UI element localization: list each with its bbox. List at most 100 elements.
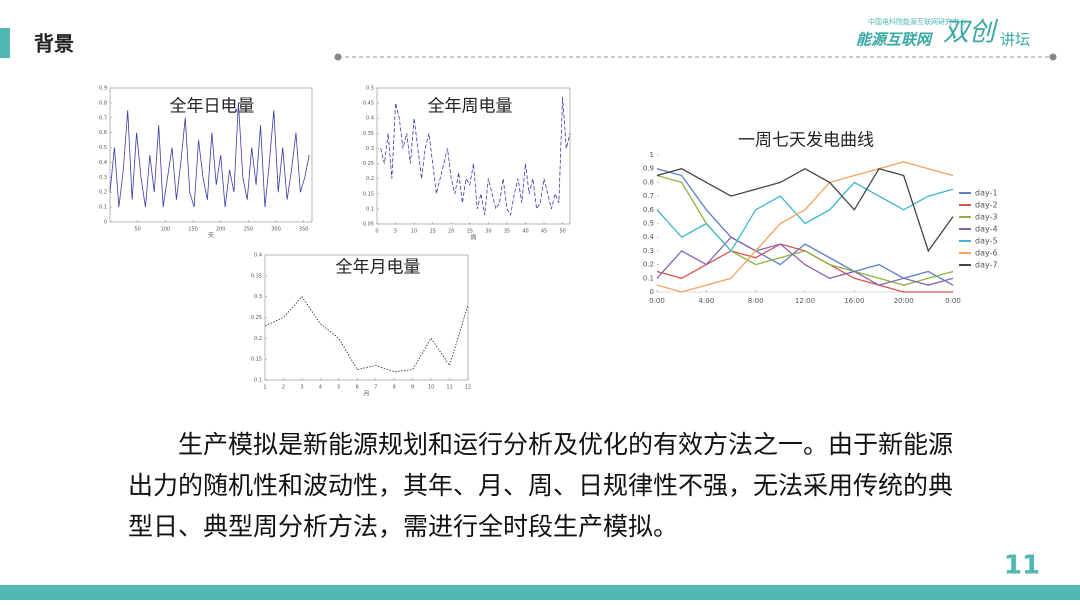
data-line <box>380 97 571 217</box>
y-tick-label: 0.1 <box>99 205 107 211</box>
x-tick-label: 8 <box>393 385 396 391</box>
x-tick-label: 35 <box>504 229 510 235</box>
legend-label: day-4 <box>975 225 998 234</box>
title-bar <box>0 28 10 58</box>
x-tick-label: 10 <box>428 385 434 391</box>
x-tick-label: 5 <box>394 229 397 235</box>
x-tick-label: 4:00 <box>698 297 714 305</box>
legend-label: day-7 <box>975 261 998 270</box>
series-line <box>656 181 954 252</box>
data-line <box>109 102 310 208</box>
series-line <box>656 236 954 286</box>
x-tick-label: 250 <box>244 227 254 233</box>
y-tick-label: 0 <box>104 220 107 226</box>
x-tick-label: 2 <box>282 385 285 391</box>
y-tick-label: 0.2 <box>254 336 262 342</box>
y-tick-label: 0.5 <box>366 86 374 92</box>
x-tick-label: 3 <box>300 385 303 391</box>
x-tick-label: 30 <box>485 229 491 235</box>
x-tick-label: 4 <box>319 385 322 391</box>
y-tick-label: 0.1 <box>254 378 262 384</box>
series-line <box>656 167 954 253</box>
slide-title: 背景 <box>34 32 74 56</box>
logo-big: 双创 <box>943 18 999 48</box>
y-tick-label: 0.9 <box>643 165 654 173</box>
chart-title: 全年日电量 <box>170 97 255 117</box>
y-tick-label: 0.6 <box>99 130 107 136</box>
x-tick-label: 20:00 <box>894 297 914 305</box>
x-tick-label: 25 <box>467 229 473 235</box>
y-tick-label: 0.1 <box>366 206 374 212</box>
y-tick-label: 0.4 <box>366 116 374 122</box>
legend-label: day-2 <box>975 201 998 210</box>
x-tick-label: 11 <box>446 385 452 391</box>
divider-dot <box>334 53 342 61</box>
plot-frame <box>376 87 571 225</box>
y-tick-label: 0.3 <box>643 247 654 255</box>
y-tick-label: 0.7 <box>99 115 107 121</box>
y-tick-label: 0.45 <box>363 101 374 107</box>
body-paragraph: 生产模拟是新能源规划和运行分析及优化的有效方法之一。由于新能源出力的随机性和波动… <box>128 430 954 541</box>
x-tick-label: 100 <box>161 227 171 233</box>
x-tick-label: 16:00 <box>844 297 864 305</box>
y-tick-label: 0.3 <box>254 294 262 300</box>
y-tick-label: 0.25 <box>363 161 374 167</box>
y-tick-label: 0.4 <box>99 160 107 166</box>
page-number: 11 <box>1004 551 1040 581</box>
y-tick-label: 0.05 <box>363 222 374 228</box>
y-tick-label: 0.4 <box>643 233 655 241</box>
x-tick-label: 40 <box>522 229 528 235</box>
legend-label: day-5 <box>975 237 998 246</box>
x-tick-label: 9 <box>411 385 414 391</box>
x-tick-label: 20 <box>448 229 454 235</box>
x-axis-label: 月 <box>363 391 369 398</box>
x-tick-label: 1 <box>263 385 266 391</box>
y-tick-label: 0 <box>650 288 654 296</box>
y-tick-label: 1 <box>650 151 654 159</box>
y-tick-label: 0.25 <box>251 315 262 321</box>
x-tick-label: 0 <box>375 229 378 235</box>
y-tick-label: 0.4 <box>254 253 262 259</box>
legend-label: day-1 <box>975 189 998 198</box>
chart-title: 一周七天发电曲线 <box>738 131 874 151</box>
y-tick-label: 0.35 <box>363 131 374 137</box>
x-tick-label: 200 <box>216 227 226 233</box>
series-line <box>656 161 954 293</box>
chart-title: 全年周电量 <box>428 97 513 117</box>
x-tick-label: 50 <box>134 227 140 233</box>
x-tick-label: 12 <box>465 385 471 391</box>
legend-label: day-6 <box>975 249 998 258</box>
footer-band <box>0 585 1080 600</box>
x-tick-label: 6 <box>356 385 359 391</box>
y-tick-label: 0.5 <box>99 145 107 151</box>
divider-dot <box>1049 53 1057 61</box>
x-tick-label: 150 <box>188 227 198 233</box>
y-tick-label: 0.6 <box>643 206 655 214</box>
x-axis-label: 天 <box>208 233 214 240</box>
x-tick-label: 8:00 <box>748 297 764 305</box>
legend-label: day-3 <box>975 213 998 222</box>
x-tick-label: 300 <box>271 227 281 233</box>
y-tick-label: 0.35 <box>251 273 262 279</box>
x-tick-label: 50 <box>559 229 565 235</box>
logo-tail: 讲坛 <box>1000 31 1030 49</box>
data-line <box>264 296 469 373</box>
y-tick-label: 0.15 <box>363 191 374 197</box>
y-tick-label: 0.7 <box>643 192 654 200</box>
x-tick-label: 10 <box>411 229 417 235</box>
y-tick-label: 0.3 <box>99 175 107 181</box>
y-tick-label: 0.2 <box>99 190 107 196</box>
logo-main: 能源互联网 <box>856 31 934 49</box>
y-tick-label: 0.2 <box>366 176 374 182</box>
x-axis-label: 周 <box>470 235 476 242</box>
plot-frame <box>109 87 313 223</box>
x-tick-label: 7 <box>374 385 377 391</box>
x-tick-label: 350 <box>299 227 309 233</box>
y-tick-label: 0.3 <box>366 146 374 152</box>
x-tick-label: 0:00 <box>945 297 961 305</box>
y-tick-label: 0.8 <box>643 178 654 186</box>
y-tick-label: 0.5 <box>643 220 654 228</box>
plot-frame <box>264 254 469 381</box>
